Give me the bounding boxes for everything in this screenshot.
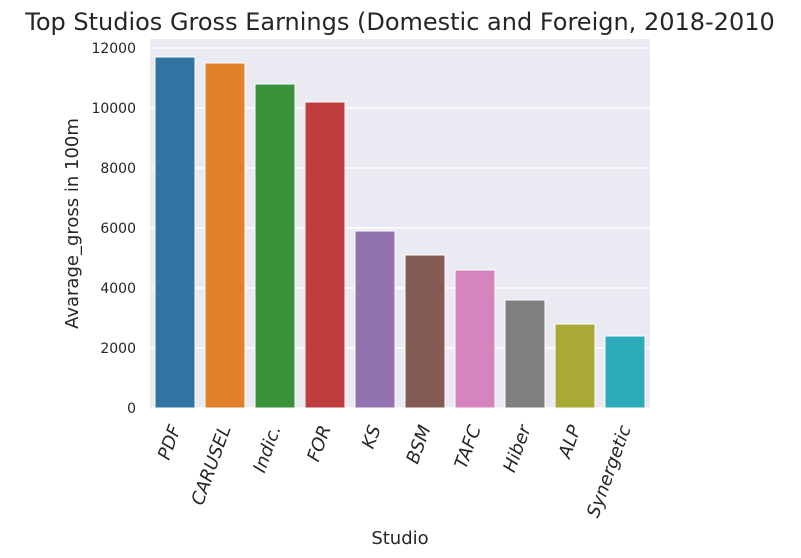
y-tick-label: 0 (127, 401, 136, 417)
x-tick-label: BSM (403, 422, 436, 467)
x-axis-title: Studio (371, 528, 428, 549)
x-tick-label: CARUSEL (187, 423, 235, 509)
bar-carusel (204, 62, 246, 409)
y-tick-label: 2000 (100, 341, 136, 357)
bars (154, 56, 646, 409)
bar-synergetic (604, 335, 646, 409)
bar-alp (554, 323, 596, 409)
bar-tafc (454, 269, 496, 409)
bar-bsm (404, 254, 446, 409)
y-tick-label: 8000 (100, 161, 136, 177)
x-tick-label: PDF (154, 422, 186, 463)
x-tick-label: TAFC (451, 422, 486, 471)
x-tick-label: ALP (554, 422, 585, 461)
x-tick-label: Synergetic (583, 422, 636, 520)
chart-title: Top Studios Gross Earnings (Domestic and… (24, 8, 775, 36)
x-tick-label: FOR (303, 423, 335, 465)
y-tick-label: 10000 (91, 101, 136, 117)
bar-for (304, 101, 346, 409)
bar-pdf (154, 56, 196, 409)
x-tick-labels: PDF CARUSEL Indic. FOR KS BSM TAFC Hiber ALPSyne… (154, 421, 636, 520)
bar-hiber (504, 299, 546, 409)
y-tick-label: 6000 (100, 221, 136, 237)
bar-indic (254, 83, 296, 409)
y-axis-title: Avarage_gross in 100m (62, 118, 83, 329)
y-tick-labels: 0 2000 4000 6000 8000 10000 12000 (91, 41, 136, 417)
y-tick-label: 4000 (100, 281, 136, 297)
y-tick-label: 12000 (91, 41, 136, 57)
x-tick-label: Indic. (249, 423, 285, 476)
bar-ks (354, 230, 396, 409)
x-tick-label: KS (358, 423, 386, 452)
x-tick-label: Hiber (499, 421, 536, 475)
